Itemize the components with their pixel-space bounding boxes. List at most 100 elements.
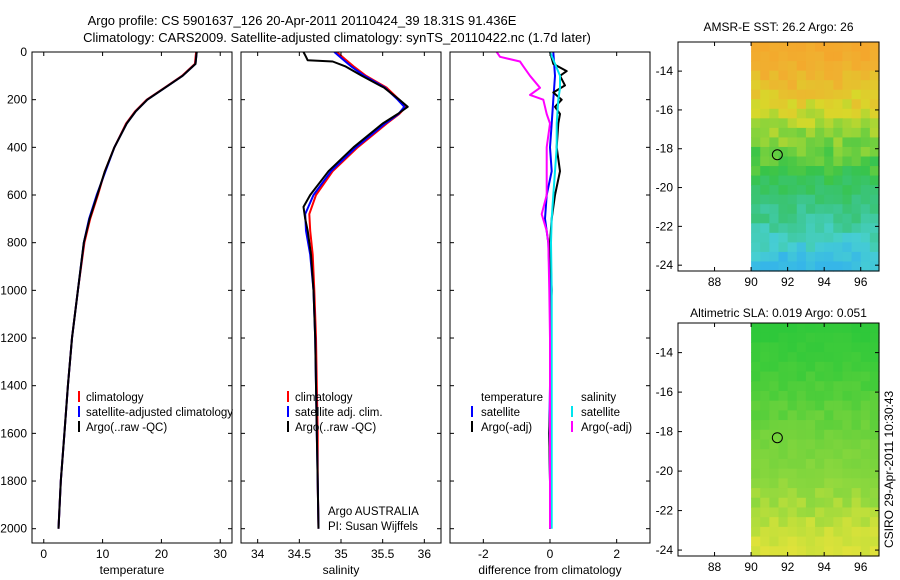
heat-cell (860, 420, 871, 431)
heat-cell (824, 137, 834, 148)
heat-cell (851, 410, 862, 421)
xtick-label: 10 (96, 547, 110, 561)
heat-cell (815, 213, 825, 224)
heat-cell (778, 51, 789, 62)
heat-cell (833, 89, 844, 100)
heat-cell (760, 51, 770, 62)
heat-cell (860, 204, 871, 215)
heat-cell (824, 497, 834, 509)
heat-cell (833, 261, 844, 272)
heat-cell (833, 166, 844, 177)
heat-cell (815, 410, 825, 421)
heat-cell (851, 429, 862, 441)
heat-cell (824, 108, 834, 119)
heat-cell (778, 478, 789, 489)
heat-cell (860, 429, 871, 441)
heat-cell (805, 468, 816, 479)
heat-cell (805, 156, 816, 167)
heat-cell (805, 118, 816, 129)
xtick-label: 94 (818, 275, 832, 289)
heat-cell (824, 429, 834, 441)
heat-cell (869, 488, 880, 499)
ytick-label: -14 (656, 346, 674, 360)
ytick-label: -22 (656, 504, 674, 518)
heat-cell (851, 332, 862, 344)
heat-cell (778, 536, 789, 547)
heat-cell (833, 185, 844, 196)
heat-cell (842, 536, 853, 547)
heat-cell (860, 223, 871, 234)
heat-cell (833, 429, 844, 441)
heat-cell (851, 536, 862, 547)
heat-cell (796, 390, 807, 402)
heat-cell (805, 478, 816, 489)
xtick-label: 34 (251, 547, 265, 561)
heat-cell (751, 420, 761, 431)
heat-cell (842, 89, 853, 100)
heat-cell (824, 156, 834, 167)
heat-cell (869, 251, 880, 263)
heat-cell (778, 146, 789, 158)
heat-cell (778, 342, 789, 353)
heat-cell (869, 194, 880, 205)
heat-cell (751, 146, 761, 158)
heat-cell (842, 146, 853, 158)
heat-cell (833, 458, 844, 470)
heat-cell (860, 526, 871, 538)
heat-cell (842, 410, 853, 421)
heat-cell (805, 127, 816, 139)
heat-cell (860, 166, 871, 177)
heat-cell (751, 400, 761, 411)
heat-cell (787, 332, 798, 344)
heat-cell (851, 323, 862, 334)
heat-cell (769, 381, 780, 392)
heat-cell (787, 108, 798, 119)
panel-temperature: 0 200 400 600 800 1000 1200 1400 1600 1800 2000 0 10… (0, 45, 233, 577)
heat-cell (824, 232, 834, 243)
heat-cell (769, 108, 780, 119)
heat-cell (769, 526, 780, 538)
heat-cell (760, 80, 770, 91)
heat-cell (787, 42, 798, 53)
heat-cell (751, 213, 761, 224)
heat-cell (851, 213, 862, 224)
heat-cell (842, 517, 853, 528)
heat-cell (815, 478, 825, 489)
heat-cell (851, 546, 862, 557)
heat-cell (842, 80, 853, 91)
heat-cell (778, 204, 789, 215)
heat-cell (860, 175, 871, 186)
heat-cell (805, 439, 816, 450)
heat-cell (833, 352, 844, 363)
heat-cell (815, 51, 825, 62)
heat-cell (769, 175, 780, 186)
heat-cell (796, 449, 807, 460)
heat-cell (787, 342, 798, 353)
legend-entry: satellite (581, 407, 620, 419)
heat-cell (778, 420, 789, 431)
heat-cell (815, 146, 825, 158)
heat-cell (815, 194, 825, 205)
heat-cell (769, 400, 780, 411)
heat-cell (869, 439, 880, 450)
heat-cell (778, 410, 789, 421)
heat-cell (824, 517, 834, 528)
heat-cell (805, 89, 816, 100)
heat-cell (796, 89, 807, 100)
legend-entry: satellite (481, 407, 520, 419)
heat-cell (869, 118, 880, 129)
heat-cell (860, 99, 871, 110)
heat-cell (815, 223, 825, 234)
heat-cell (833, 517, 844, 528)
heat-cell (833, 137, 844, 148)
heat-cell (778, 175, 789, 186)
heat-cell (760, 323, 770, 334)
heat-cell (815, 156, 825, 167)
heat-cell (842, 108, 853, 119)
heat-cell (815, 458, 825, 470)
heat-cell (851, 517, 862, 528)
heat-cell (805, 223, 816, 234)
heat-cell (851, 400, 862, 411)
heat-cell (824, 166, 834, 177)
heat-cell (851, 127, 862, 139)
